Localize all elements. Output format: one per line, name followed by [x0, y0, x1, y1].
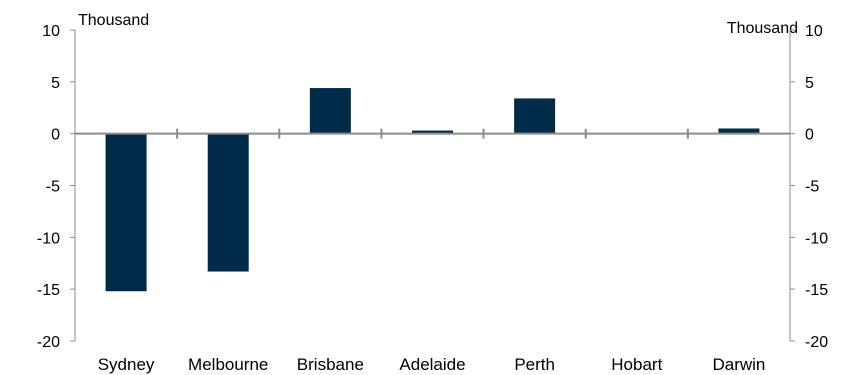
x-tick-label: Darwin	[712, 355, 765, 374]
bars	[105, 88, 760, 292]
right-y-tick-label: 0	[805, 127, 814, 144]
left-y-tick-label: -5	[46, 179, 60, 196]
right-y-tick-label: -5	[805, 179, 819, 196]
bar-darwin	[718, 128, 760, 134]
labels: 10 10 5 5 0 0 -5 -5 -10 -10 -15 -15 -20 -20 Sydney Melb…	[37, 23, 828, 374]
axes	[70, 29, 795, 342]
right-y-tick-label: -15	[805, 282, 828, 299]
left-y-tick-label: 5	[51, 75, 60, 92]
x-tick-label: Perth	[514, 355, 555, 374]
left-y-tick-label: 10	[42, 23, 60, 40]
y-axis-unit-right: Thousand	[727, 20, 798, 37]
bar-perth	[514, 98, 556, 134]
y-axis-unit-left: Thousand	[78, 12, 149, 29]
left-y-tick-label: -10	[37, 230, 60, 247]
x-tick-label: Sydney	[98, 355, 155, 374]
right-y-tick-label: 10	[805, 23, 823, 40]
left-y-tick-label: -20	[37, 334, 60, 351]
bar-adelaide	[412, 130, 453, 134]
bar-brisbane	[309, 88, 351, 134]
bar-melbourne	[207, 133, 249, 272]
left-y-tick-label: 0	[51, 127, 60, 144]
x-tick-label: Adelaide	[399, 355, 465, 374]
right-y-tick-label: 5	[805, 75, 814, 92]
bar-sydney	[105, 133, 147, 292]
right-y-tick-label: -10	[805, 230, 828, 247]
x-tick-label: Melbourne	[188, 355, 268, 374]
zero-axis	[75, 128, 790, 139]
x-tick-label: Hobart	[611, 355, 662, 374]
x-tick-label: Brisbane	[297, 355, 364, 374]
right-y-tick-label: -20	[805, 334, 828, 351]
left-y-tick-label: -15	[37, 282, 60, 299]
